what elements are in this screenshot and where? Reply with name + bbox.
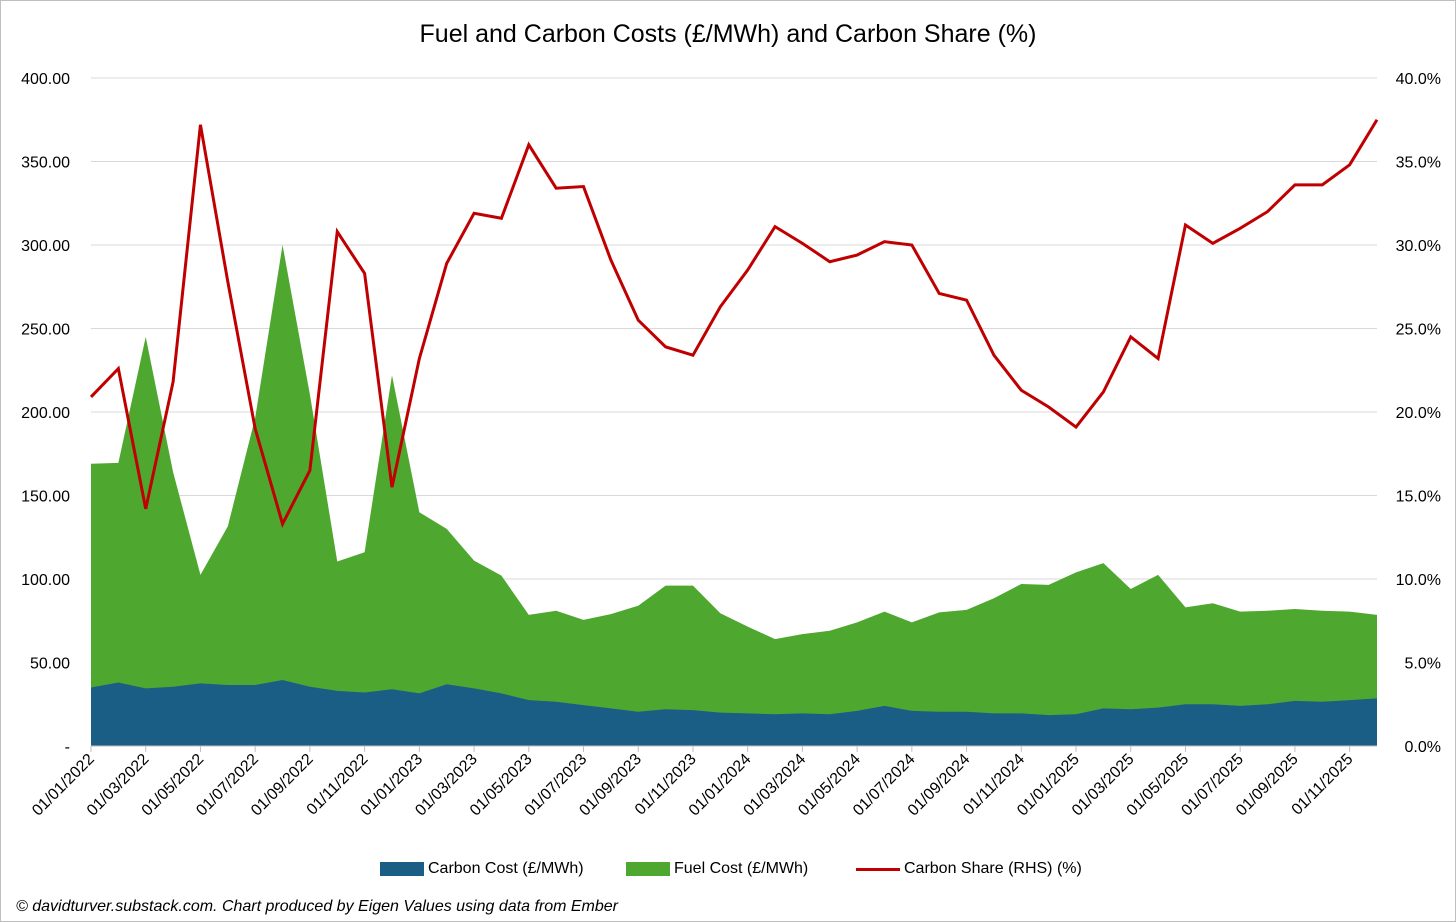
y-left-tick-label: 200.00 [21, 405, 70, 422]
y-right-tick-label: 35.0% [1396, 155, 1441, 172]
y-left-tick-label: - [65, 739, 70, 756]
y-left-tick-label: 350.00 [21, 155, 70, 172]
carbon-cost-area [91, 680, 1377, 746]
line-series [89, 118, 1379, 528]
chart-title: Fuel and Carbon Costs (£/MWh) and Carbon… [419, 20, 1037, 48]
y-left-tick-label: 250.00 [21, 322, 70, 339]
y-left-tick-label: 50.00 [30, 656, 70, 673]
legend-item-carbon-cost: Carbon Cost (£/MWh) [380, 856, 584, 882]
y-left-tick-label: 150.00 [21, 489, 70, 506]
y-right-tick-label: 40.0% [1396, 71, 1441, 88]
area-series [91, 245, 1377, 746]
legend-label-carbon-cost: Carbon Cost (£/MWh) [428, 860, 584, 877]
fuel-cost-area [91, 245, 1377, 746]
legend-label-fuel-cost: Fuel Cost (£/MWh) [674, 860, 809, 877]
chart-credit: © davidturver.substack.com. Chart produc… [16, 898, 619, 915]
y-left-tick-label: 400.00 [21, 71, 70, 88]
legend-swatch-carbon-cost [380, 862, 424, 876]
legend-swatch-carbon-share [856, 867, 900, 871]
y-right-tick-label: 15.0% [1396, 489, 1441, 506]
y-right-tick-label: 25.0% [1396, 322, 1441, 339]
y-right-tick-label: 10.0% [1396, 572, 1441, 589]
legend-swatch-fuel-cost [626, 862, 670, 876]
axes [90, 745, 1377, 752]
carbon-share-line [89, 118, 1379, 528]
y-right-tick-label: 0.0% [1405, 739, 1441, 756]
legend: Carbon Cost (£/MWh) Fuel Cost (£/MWh) Ca… [0, 856, 1456, 882]
legend-label-carbon-share: Carbon Share (RHS) (%) [904, 860, 1082, 877]
y-right-tick-label: 20.0% [1396, 405, 1441, 422]
y-left-tick-label: 300.00 [21, 238, 70, 255]
y-left-tick-label: 100.00 [21, 572, 70, 589]
legend-item-carbon-share: Carbon Share (RHS) (%) [856, 856, 1082, 882]
y-right-tick-label: 5.0% [1405, 656, 1441, 673]
y-right-tick-label: 30.0% [1396, 238, 1441, 255]
legend-item-fuel-cost: Fuel Cost (£/MWh) [626, 856, 808, 882]
